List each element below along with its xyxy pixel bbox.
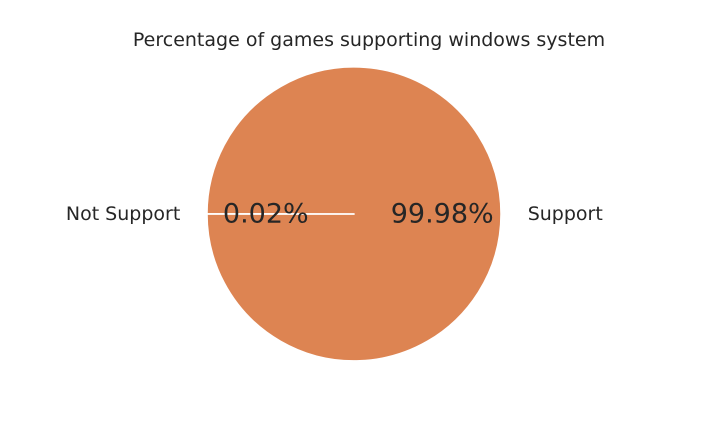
pie-labels: Support 99.98% Not Support 0.02% [66,198,603,229]
slice-percent-not-support: 0.02% [223,198,309,229]
slice-label-not-support: Not Support [66,203,180,225]
slice-percent-support: 99.98% [391,199,494,230]
chart-title: Percentage of games supporting windows s… [133,29,605,51]
pie-slices [206,66,502,362]
slice-label-support: Support [528,203,603,225]
